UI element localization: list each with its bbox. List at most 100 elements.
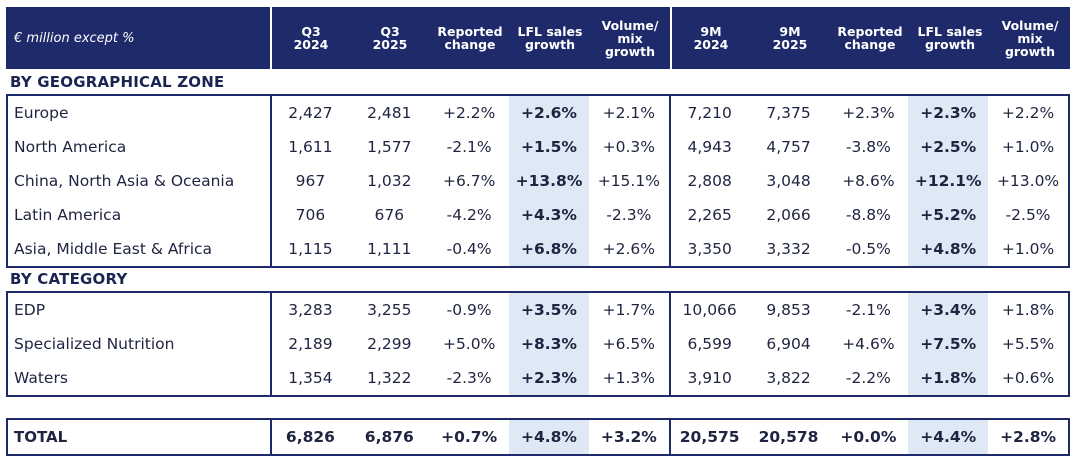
cell-9m-lfl: +4.4% bbox=[908, 420, 989, 454]
cell-q3-reported: +2.2% bbox=[442, 104, 496, 122]
cell-q3-volmix: -2.3% bbox=[606, 206, 652, 224]
cell-9m-volmix: +2.2% bbox=[1001, 104, 1055, 122]
row-label: Latin America bbox=[14, 206, 122, 224]
cell-q3-reported: -0.9% bbox=[446, 301, 492, 319]
total-table: TOTAL 6,826 6,876 +0.7% +4.8% +3.2% 20,575 20,5… bbox=[6, 418, 1070, 456]
table-row: North America 1,611 1,577 -2.1% +1.5% +0.3% 4,… bbox=[8, 130, 1068, 164]
cell-q3-volmix: +6.5% bbox=[602, 335, 656, 353]
cell-q3-volmix: +0.3% bbox=[602, 138, 656, 156]
cell-9m-volmix: +13.0% bbox=[996, 172, 1060, 190]
cell-q3-lfl: +13.8% bbox=[509, 164, 589, 198]
cell-q3-2025: 1,032 bbox=[367, 172, 412, 190]
cell-q3-reported: -2.3% bbox=[446, 369, 492, 387]
cell-9m-2025: 3,332 bbox=[766, 240, 811, 258]
cell-9m-2025: 3,048 bbox=[766, 172, 811, 190]
cell-q3-reported: -4.2% bbox=[446, 206, 492, 224]
cell-9m-2025: 9,853 bbox=[766, 301, 811, 319]
cell-9m-2024: 4,943 bbox=[668, 130, 749, 164]
cell-9m-reported: -8.8% bbox=[845, 206, 891, 224]
table-row: Europe 2,427 2,481 +2.2% +2.6% +2.1% 7,210 7,37… bbox=[8, 96, 1068, 130]
cell-q3-reported: +0.7% bbox=[441, 428, 498, 446]
cell-9m-reported: -2.2% bbox=[845, 369, 891, 387]
unit-label: € million except % bbox=[14, 30, 135, 46]
row-label: TOTAL bbox=[14, 428, 68, 446]
cell-q3-volmix: +2.6% bbox=[602, 240, 656, 258]
row-label: Europe bbox=[14, 104, 69, 122]
row-label: Waters bbox=[14, 369, 68, 387]
cell-q3-2025: 676 bbox=[374, 206, 405, 224]
table-row: Waters 1,354 1,322 -2.3% +2.3% +1.3% 3,910 3,82… bbox=[8, 361, 1068, 395]
cell-q3-lfl: +8.3% bbox=[509, 327, 589, 361]
cell-q3-2024: 967 bbox=[269, 164, 350, 198]
cell-9m-volmix: +1.0% bbox=[1001, 138, 1055, 156]
cell-q3-2024: 706 bbox=[269, 198, 350, 232]
cell-q3-2025: 1,322 bbox=[367, 369, 412, 387]
section-title-category: BY CATEGORY bbox=[10, 270, 128, 288]
table-row: Latin America 706 676 -4.2% +4.3% -2.3% 2,265 2… bbox=[8, 198, 1068, 232]
section-title-geo: BY GEOGRAPHICAL ZONE bbox=[10, 73, 225, 91]
cell-9m-reported: +8.6% bbox=[842, 172, 895, 190]
cell-q3-2025: 2,481 bbox=[367, 104, 412, 122]
cell-9m-reported: +0.0% bbox=[840, 428, 897, 446]
cell-9m-2025: 6,904 bbox=[766, 335, 811, 353]
cell-q3-2024: 6,826 bbox=[269, 420, 350, 454]
col-header-9m-volmix: Volume/ mix growth bbox=[1001, 17, 1059, 59]
cell-9m-volmix: +1.0% bbox=[1001, 240, 1055, 258]
cell-q3-volmix: +3.2% bbox=[600, 428, 657, 446]
cell-9m-reported: +4.6% bbox=[842, 335, 895, 353]
row-label: China, North Asia & Oceania bbox=[14, 172, 235, 190]
cell-9m-2024: 7,210 bbox=[668, 96, 749, 130]
cell-q3-2024: 2,189 bbox=[269, 327, 350, 361]
col-header-q3-lfl: LFL sales growth bbox=[517, 24, 583, 52]
cell-9m-2025: 20,578 bbox=[758, 428, 819, 446]
cell-q3-2025: 2,299 bbox=[367, 335, 412, 353]
cell-9m-volmix: +5.5% bbox=[1001, 335, 1055, 353]
cell-9m-2024: 3,350 bbox=[668, 232, 749, 266]
cell-q3-reported: +6.7% bbox=[442, 172, 496, 190]
cell-q3-lfl: +2.6% bbox=[509, 96, 589, 130]
category-table: EDP 3,283 3,255 -0.9% +3.5% +1.7% 10,066 9,853 -… bbox=[6, 291, 1070, 397]
geo-table: Europe 2,427 2,481 +2.2% +2.6% +2.1% 7,210 7,37… bbox=[6, 94, 1070, 268]
cell-9m-2025: 2,066 bbox=[766, 206, 811, 224]
cell-9m-2024: 6,599 bbox=[668, 327, 749, 361]
cell-q3-2024: 1,115 bbox=[269, 232, 350, 266]
row-label: Asia, Middle East & Africa bbox=[14, 240, 213, 258]
cell-9m-volmix: +1.8% bbox=[1001, 301, 1055, 319]
cell-q3-2025: 6,876 bbox=[364, 428, 414, 446]
cell-q3-lfl: +6.8% bbox=[509, 232, 589, 266]
cell-9m-2025: 7,375 bbox=[766, 104, 811, 122]
cell-9m-2024: 10,066 bbox=[668, 293, 749, 327]
cell-q3-volmix: +2.1% bbox=[602, 104, 656, 122]
cell-9m-volmix: +2.8% bbox=[1000, 428, 1057, 446]
cell-q3-volmix: +1.7% bbox=[602, 301, 656, 319]
cell-9m-lfl: +1.8% bbox=[908, 361, 989, 395]
col-header-9m-lfl: LFL sales growth bbox=[917, 24, 983, 52]
cell-9m-lfl: +4.8% bbox=[908, 232, 989, 266]
cell-q3-2024: 2,427 bbox=[269, 96, 350, 130]
table-row: Specialized Nutrition 2,189 2,299 +5.0% +8.3… bbox=[8, 327, 1068, 361]
cell-9m-2024: 3,910 bbox=[668, 361, 749, 395]
cell-9m-reported: -3.8% bbox=[845, 138, 891, 156]
row-label: North America bbox=[14, 138, 127, 156]
cell-q3-lfl: +4.3% bbox=[509, 198, 589, 232]
col-header-9m-2025: 9M 2025 bbox=[772, 24, 808, 52]
col-header-q3-reported: Reported change bbox=[437, 24, 503, 52]
cell-q3-volmix: +1.3% bbox=[602, 369, 656, 387]
cell-9m-lfl: +2.5% bbox=[908, 130, 989, 164]
cell-q3-lfl: +2.3% bbox=[509, 361, 589, 395]
table-header: € million except % Q3 2024 Q3 2025 Repor… bbox=[6, 7, 1070, 69]
cell-q3-2025: 3,255 bbox=[367, 301, 412, 319]
cell-9m-volmix: +0.6% bbox=[1001, 369, 1055, 387]
col-header-q3-volmix: Volume/ mix growth bbox=[601, 17, 659, 59]
cell-9m-2024: 20,575 bbox=[668, 420, 749, 454]
cell-q3-2024: 1,611 bbox=[269, 130, 350, 164]
col-header-q3-2024: Q3 2024 bbox=[270, 7, 350, 69]
cell-q3-2024: 3,283 bbox=[269, 293, 350, 327]
cell-9m-lfl: +12.1% bbox=[908, 164, 989, 198]
cell-q3-lfl: +3.5% bbox=[509, 293, 589, 327]
cell-q3-reported: -2.1% bbox=[446, 138, 492, 156]
col-header-9m-2024: 9M 2024 bbox=[670, 7, 750, 69]
cell-9m-reported: +2.3% bbox=[842, 104, 895, 122]
cell-9m-2024: 2,808 bbox=[668, 164, 749, 198]
